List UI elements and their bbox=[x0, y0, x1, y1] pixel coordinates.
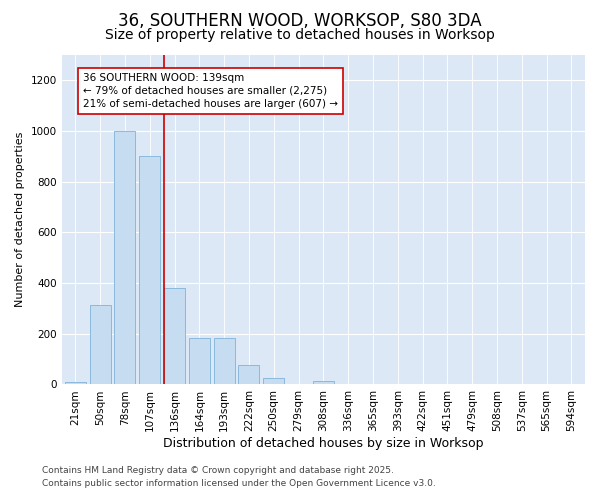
Bar bbox=[189, 338, 210, 384]
Bar bbox=[313, 380, 334, 384]
Bar bbox=[65, 382, 86, 384]
Bar bbox=[139, 156, 160, 384]
X-axis label: Distribution of detached houses by size in Worksop: Distribution of detached houses by size … bbox=[163, 437, 484, 450]
Bar bbox=[164, 288, 185, 384]
Bar bbox=[89, 304, 110, 384]
Y-axis label: Number of detached properties: Number of detached properties bbox=[15, 132, 25, 308]
Bar bbox=[115, 131, 136, 384]
Text: 36 SOUTHERN WOOD: 139sqm
← 79% of detached houses are smaller (2,275)
21% of sem: 36 SOUTHERN WOOD: 139sqm ← 79% of detach… bbox=[83, 72, 338, 109]
Text: Contains HM Land Registry data © Crown copyright and database right 2025.
Contai: Contains HM Land Registry data © Crown c… bbox=[42, 466, 436, 487]
Bar bbox=[238, 366, 259, 384]
Text: 36, SOUTHERN WOOD, WORKSOP, S80 3DA: 36, SOUTHERN WOOD, WORKSOP, S80 3DA bbox=[118, 12, 482, 30]
Bar bbox=[214, 338, 235, 384]
Bar bbox=[263, 378, 284, 384]
Text: Size of property relative to detached houses in Worksop: Size of property relative to detached ho… bbox=[105, 28, 495, 42]
